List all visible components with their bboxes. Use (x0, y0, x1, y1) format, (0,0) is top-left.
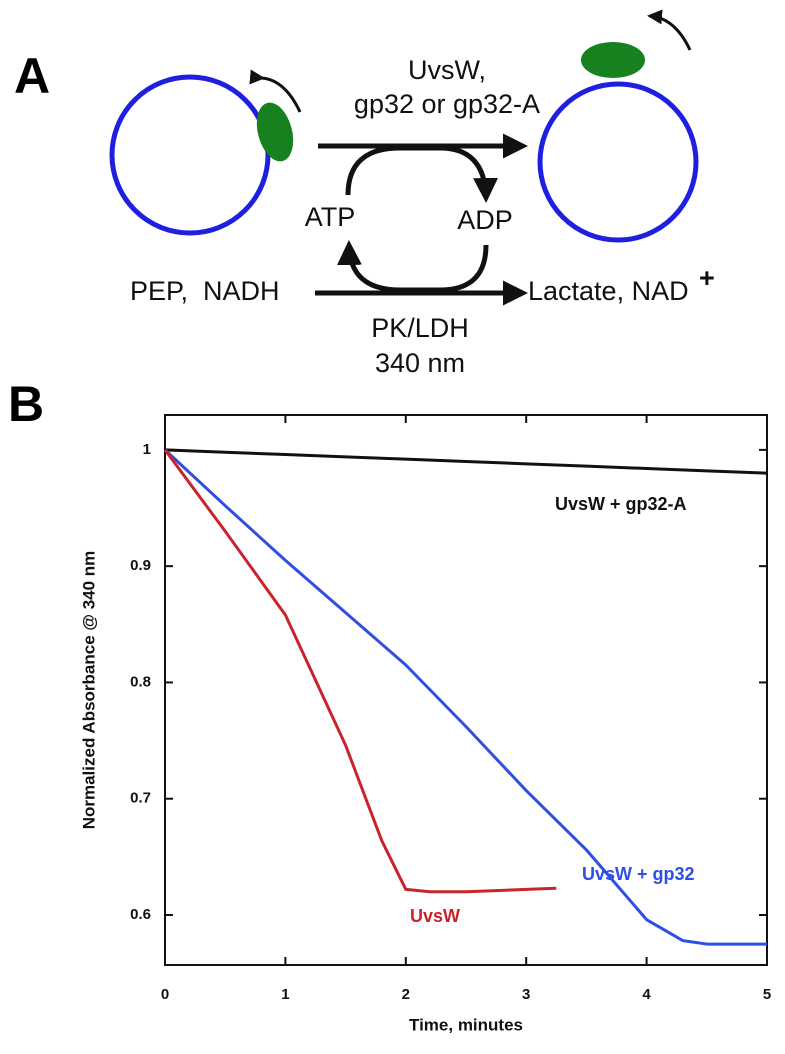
cycle-arrow (345, 145, 499, 203)
data-line (164, 448, 768, 475)
atp-label: ATP (305, 202, 356, 232)
dna-circle (537, 81, 699, 243)
series-label: UvsW + gp32 (582, 864, 695, 884)
rotation-arrow (249, 69, 302, 113)
superscript: + (699, 263, 715, 293)
rotation-arrow (647, 9, 692, 51)
y-tick-label: 0.7 (130, 790, 151, 807)
reagent: UvsW, (408, 55, 486, 85)
y-axis-label: Normalized Absorbance @ 340 nm (79, 551, 98, 830)
x-tick-label: 3 (522, 986, 530, 1003)
x-axis-label: Time, minutes (409, 1015, 523, 1034)
panel-label: A (14, 48, 50, 104)
dna-circle (109, 74, 271, 236)
products: Lactate, NAD (528, 276, 689, 306)
y-tick-label: 1 (143, 441, 151, 458)
data-line (163, 448, 767, 946)
data-line (163, 448, 557, 894)
y-tick-label: 0.6 (130, 906, 151, 923)
y-tick-label: 0.9 (130, 557, 151, 574)
adp-label: ADP (457, 205, 513, 235)
x-tick-label: 5 (763, 986, 771, 1003)
x-tick-label: 4 (642, 986, 651, 1003)
series-label: UvsW + gp32-A (555, 494, 687, 514)
panel-label: B (8, 376, 44, 432)
x-tick-label: 2 (402, 986, 410, 1003)
enzymes: PK/LDH (371, 313, 469, 343)
substrates: PEP, NADH (130, 276, 280, 306)
plot-frame (164, 414, 768, 966)
reagent: gp32 or gp32-A (354, 89, 540, 119)
protein (581, 42, 645, 78)
cycle-arrow (336, 240, 489, 293)
x-tick-label: 0 (161, 986, 169, 1003)
series-label: UvsW (410, 906, 460, 926)
wavelength: 340 nm (375, 348, 465, 378)
protein (256, 102, 294, 162)
y-tick-label: 0.8 (130, 673, 151, 690)
x-tick-label: 1 (281, 986, 289, 1003)
diagram (109, 9, 699, 306)
